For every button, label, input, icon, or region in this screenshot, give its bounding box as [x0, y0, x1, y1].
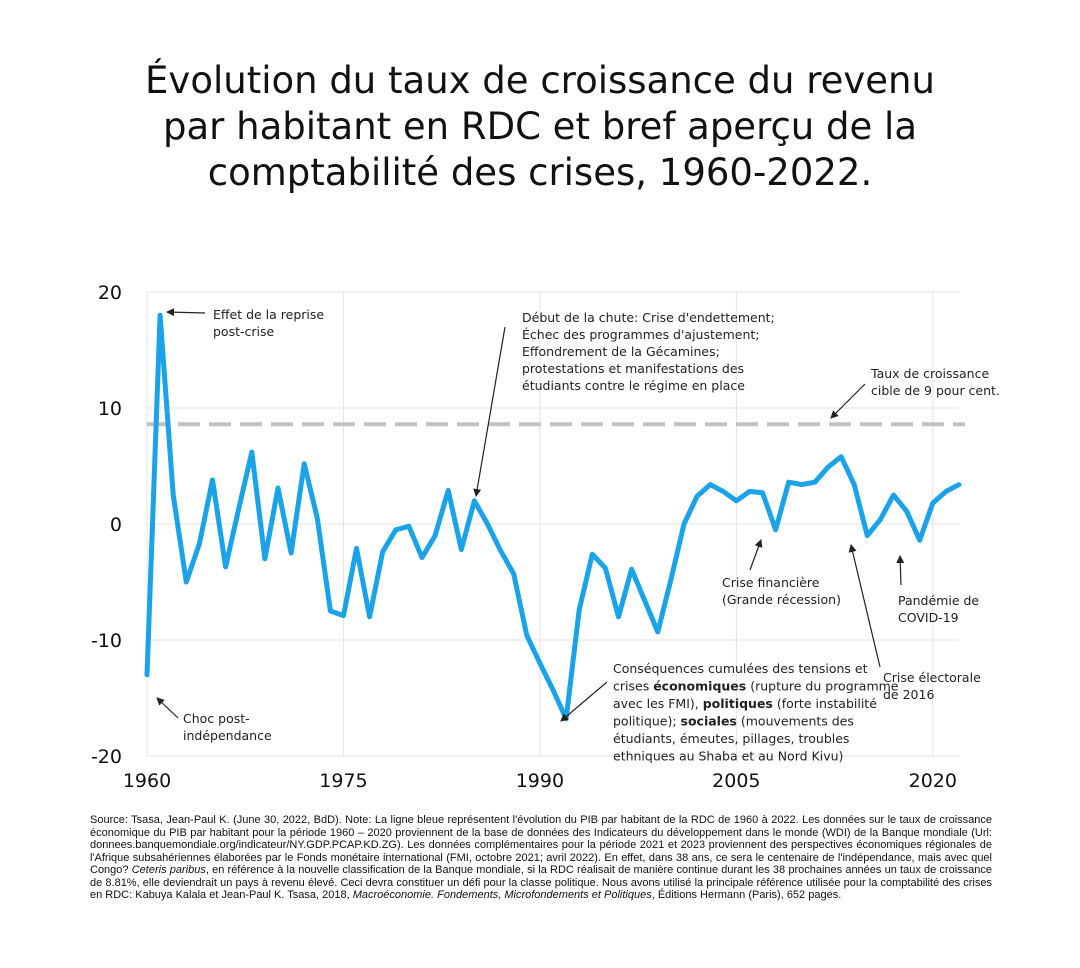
- annotation-line: (Grande récession): [722, 592, 841, 607]
- y-tick-label: -20: [91, 746, 122, 768]
- annotation-text: Crise financière (Grande récession): [722, 575, 841, 607]
- annotation-line: ethniques au Shaba et au Nord Kivu): [613, 749, 843, 764]
- growth-series-line: [144, 312, 962, 722]
- source-text-3: , Éditions Hermann (Paris), 652 pages.: [651, 889, 842, 901]
- annotation-line: politique); sociales (mouvements des: [613, 714, 854, 729]
- annotation-segment: Conséquences cumulées des tensions et: [613, 661, 868, 676]
- y-tick-label: 20: [98, 282, 122, 304]
- annotation-segment: avec les FMI),: [613, 696, 703, 711]
- annotation-line: protestations et manifestations des: [522, 361, 744, 376]
- annotation-line: Effet de la reprise: [213, 307, 324, 322]
- x-tick-label: 1975: [319, 770, 367, 792]
- annotation-line: Taux de croissance: [870, 366, 989, 381]
- annotation-arrow: [848, 544, 881, 668]
- annotation-line: étudiants, émeutes, pillages, troubles: [613, 731, 849, 746]
- annotation-segment: (mouvements des: [737, 714, 854, 729]
- annotation-line: indépendance: [183, 728, 272, 743]
- annotation-line: post-crise: [213, 324, 275, 339]
- title-line-3: comptabilité des crises, 1960-2022.: [207, 151, 873, 194]
- annotation-text: Crise électorale de 2016: [883, 670, 981, 702]
- annotation-text: Conséquences cumulées des tensions et cri…: [613, 661, 899, 764]
- annotation-line: COVID-19: [898, 610, 959, 625]
- title-line-1: Évolution du taux de croissance du reven…: [145, 59, 935, 102]
- x-tick-label: 1990: [516, 770, 564, 792]
- annotation-arrow: [166, 308, 206, 317]
- annotation-text: Choc post-indépendance: [183, 711, 272, 743]
- annotation-line: Crise électorale: [883, 670, 981, 685]
- annotation-arrow: [830, 383, 866, 419]
- source-italic-2: Macroéconomie. Fondements, Microfondemen…: [352, 889, 652, 901]
- y-tick-label: -10: [91, 630, 122, 652]
- annotation-segment: crises: [613, 679, 653, 694]
- annotation-line: étudiants contre le régime en place: [522, 378, 745, 393]
- source-italic-1: Ceteris paribus: [131, 864, 206, 876]
- annotation-arrow: [749, 539, 763, 571]
- annotation-segment: (forte instabilité: [773, 696, 877, 711]
- annotation-bold-segment: économiques: [653, 679, 746, 694]
- annotation-text: Effet de la reprise post-crise: [213, 307, 324, 339]
- source-text-1: Source: Tsasa, Jean-Paul K. (June 30, 20…: [90, 814, 992, 876]
- y-tick-label: 10: [98, 398, 122, 420]
- annotation-line: Échec des programmes d'ajustement;: [522, 327, 759, 342]
- x-tick-label: 2005: [712, 770, 760, 792]
- grid-lines: [146, 291, 959, 757]
- annotation-bold-segment: politiques: [703, 696, 773, 711]
- annotation-line: de 2016: [883, 687, 934, 702]
- annotation-segment: étudiants, émeutes, pillages, troubles: [613, 731, 849, 746]
- annotation-line: crises économiques (rupture du programme: [613, 679, 899, 694]
- annotation-arrow: [560, 681, 608, 722]
- annotation-segment: politique);: [613, 714, 681, 729]
- annotation-arrow: [473, 326, 506, 497]
- annotation-segment: (rupture du programme: [746, 679, 899, 694]
- chart-title: Évolution du taux de croissance du reven…: [60, 58, 1020, 196]
- annotation-arrow: [896, 555, 905, 586]
- annotation-line: Effondrement de la Gécamines;: [522, 344, 720, 359]
- title-line-2: par habitant en RDC et bref aperçu de la: [162, 105, 917, 148]
- annotation-segment: ethniques au Shaba et au Nord Kivu): [613, 749, 843, 764]
- x-tick-label: 2020: [909, 770, 957, 792]
- annotation-arrow: [156, 697, 179, 719]
- annotations: Effet de la reprise post-crise Choc post-i…: [183, 307, 1000, 764]
- annotation-line: Pandémie de: [898, 593, 979, 608]
- source-text-2: , en référence à la nouvelle classificat…: [90, 864, 993, 901]
- x-tick-label: 1960: [123, 770, 171, 792]
- annotation-text: Taux de croissance cible de 9 pour cent.: [870, 366, 1000, 398]
- annotation-line: avec les FMI), politiques (forte instabi…: [613, 696, 877, 711]
- annotation-line: cible de 9 pour cent.: [871, 383, 1000, 398]
- y-tick-label: 0: [110, 514, 122, 536]
- annotation-line: Début de la chute: Crise d'endettement;: [522, 310, 775, 325]
- source-note: Source: Tsasa, Jean-Paul K. (June 30, 20…: [90, 814, 992, 902]
- annotation-bold-segment: sociales: [681, 714, 737, 729]
- annotation-arrows: [156, 308, 905, 722]
- annotation-line: Choc post-: [183, 711, 250, 726]
- annotation-text: Début de la chute: Crise d'endettement; É…: [522, 310, 775, 393]
- annotation-text: Pandémie de COVID-19: [898, 593, 979, 625]
- annotation-line: Crise financière: [722, 575, 820, 590]
- annotation-line: Conséquences cumulées des tensions et: [613, 661, 868, 676]
- series-layer: [144, 312, 962, 722]
